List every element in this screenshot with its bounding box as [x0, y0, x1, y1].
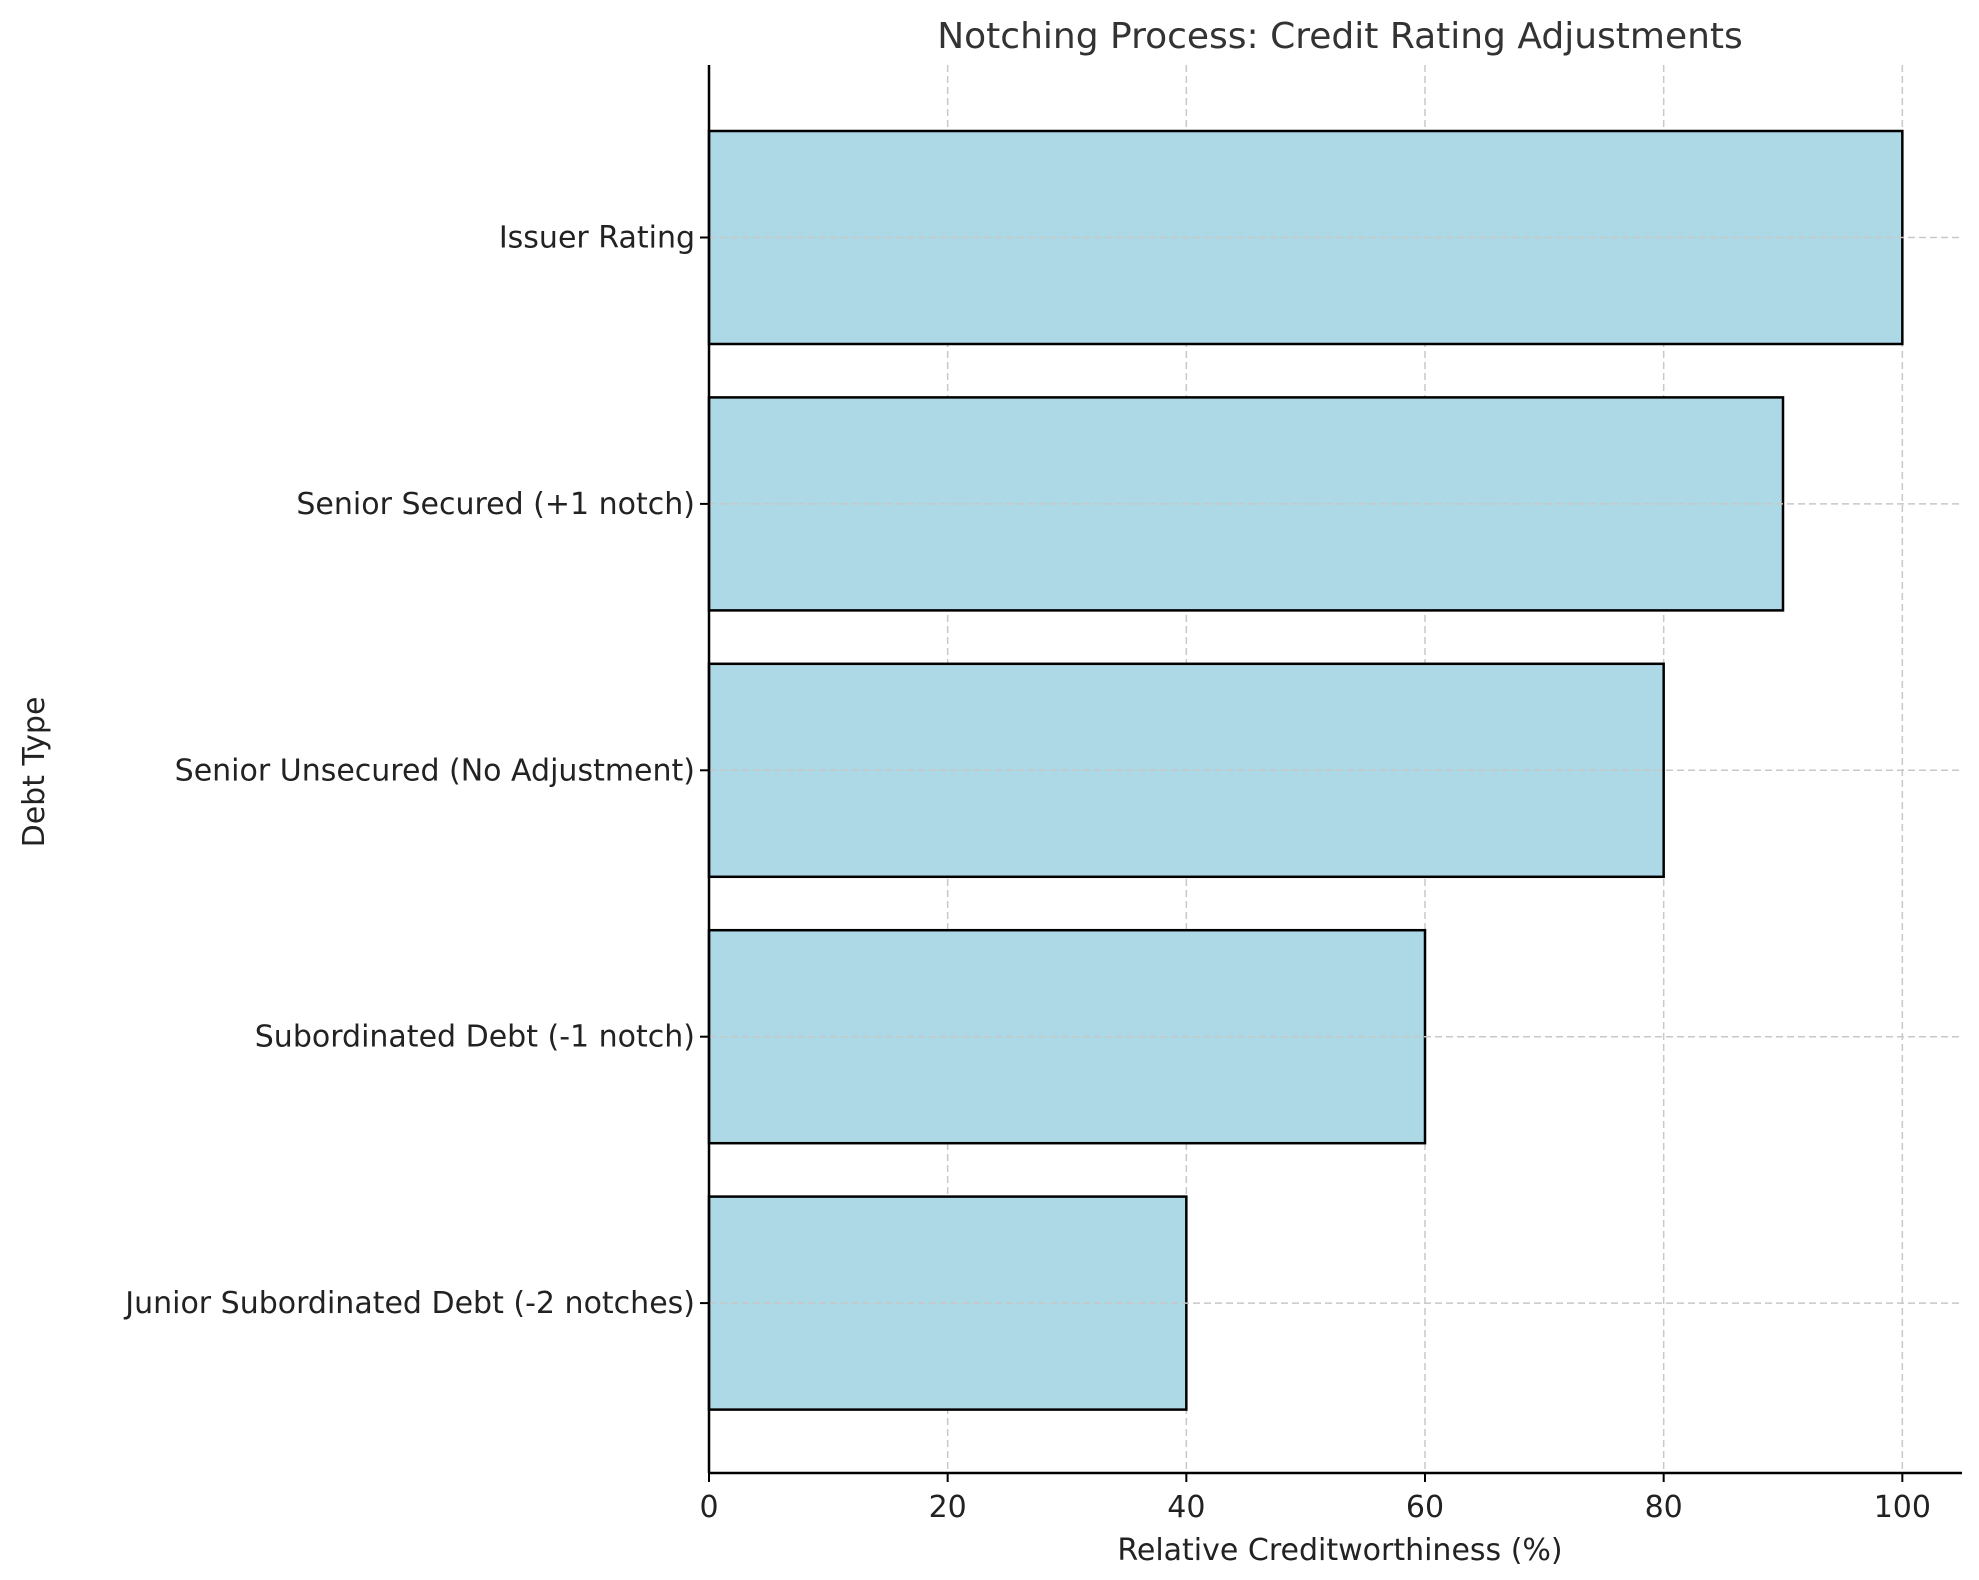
x-tick-label: 100: [1874, 1490, 1931, 1525]
y-tick-label: Junior Subordinated Debt (-2 notches): [123, 1286, 695, 1321]
y-tick-label: Subordinated Debt (-1 notch): [255, 1020, 695, 1055]
x-ticks: 0 20 40 60 80 100: [699, 1473, 1931, 1525]
x-tick-label: 40: [1167, 1490, 1205, 1525]
y-tick-label: Senior Unsecured (No Adjustment): [175, 753, 695, 788]
y-tick-label: Senior Secured (+1 notch): [296, 487, 695, 522]
x-tick-label: 20: [929, 1490, 967, 1525]
x-tick-label: 0: [699, 1490, 718, 1525]
x-tick-label: 60: [1406, 1490, 1444, 1525]
y-ticks: Issuer Rating Senior Secured (+1 notch) Se…: [123, 221, 709, 1321]
x-axis-label: Relative Creditworthiness (%): [1117, 1533, 1562, 1568]
bar: [707, 396, 1785, 612]
axes: [707, 65, 1962, 1475]
chart-title: Notching Process: Credit Rating Adjustme…: [937, 16, 1743, 57]
y-tick-label: Issuer Rating: [499, 221, 695, 256]
x-tick-label: 80: [1645, 1490, 1683, 1525]
y-axis-label: Debt Type: [17, 697, 52, 848]
